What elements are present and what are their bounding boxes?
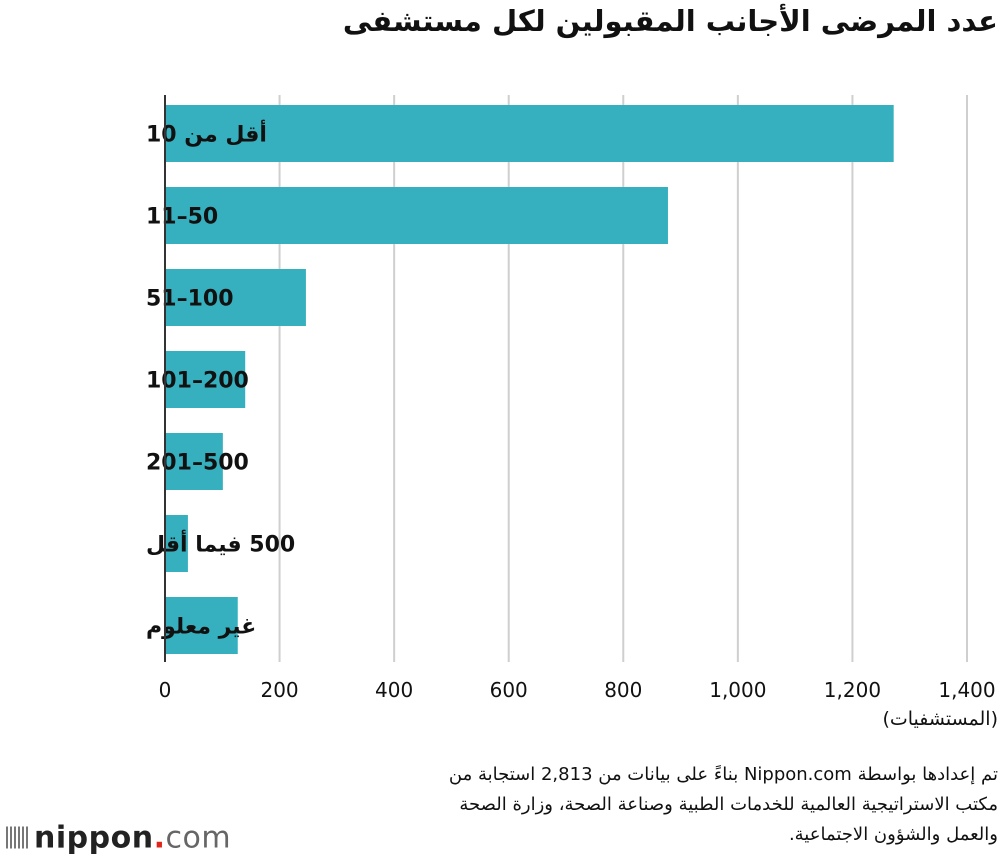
logo-dot: . [153,820,166,856]
source-note-line: مكتب الاستراتيجية العالمية للخدمات الطبي… [459,794,998,815]
bar [165,269,306,326]
y-category-label: 100–51 [146,287,234,312]
logo-name: nippon [34,820,154,856]
bar [165,515,188,572]
bar [165,105,894,162]
source-note-line: تم إعدادها بواسطة Nippon.com بناءً على ب… [448,764,998,785]
x-tick-label: 1,200 [824,678,881,702]
y-category-label: غير معلوم [146,615,256,640]
x-tick-label: 1,000 [709,678,766,702]
source-note: تم إعدادها بواسطة Nippon.com بناءً على ب… [278,760,998,850]
bar-chart: 0 200 400 600 800 1,000 1,200 1,400 أقل من 10 50–… [146,95,998,730]
x-tick-label: 0 [159,678,172,702]
x-tick-label: 600 [490,678,528,702]
y-category-label: 500 فيما أقل [146,529,295,558]
bar [165,187,668,244]
y-category-label: 200–101 [146,369,249,394]
logo-suffix: com [165,820,232,856]
source-note-line: والعمل والشؤون الاجتماعية. [788,824,998,845]
x-tick-label: 1,400 [938,678,995,702]
bar [165,351,246,408]
nippon-logo: nippon.com [6,821,231,856]
x-tick-label: 800 [604,678,642,702]
y-category-label: أقل من 10 [146,119,267,148]
x-axis-label: (المستشفيات) [882,708,998,730]
bar [165,597,238,654]
bar [165,433,223,490]
y-category-label: 50–11 [146,205,218,230]
chart-title: عدد المرضى الأجانب المقبولين لكل مستشفى [342,4,998,38]
logo-bars-icon [6,826,28,849]
y-category-label: 500–201 [146,451,249,476]
x-tick-label: 400 [375,678,413,702]
x-tick-label: 200 [260,678,298,702]
